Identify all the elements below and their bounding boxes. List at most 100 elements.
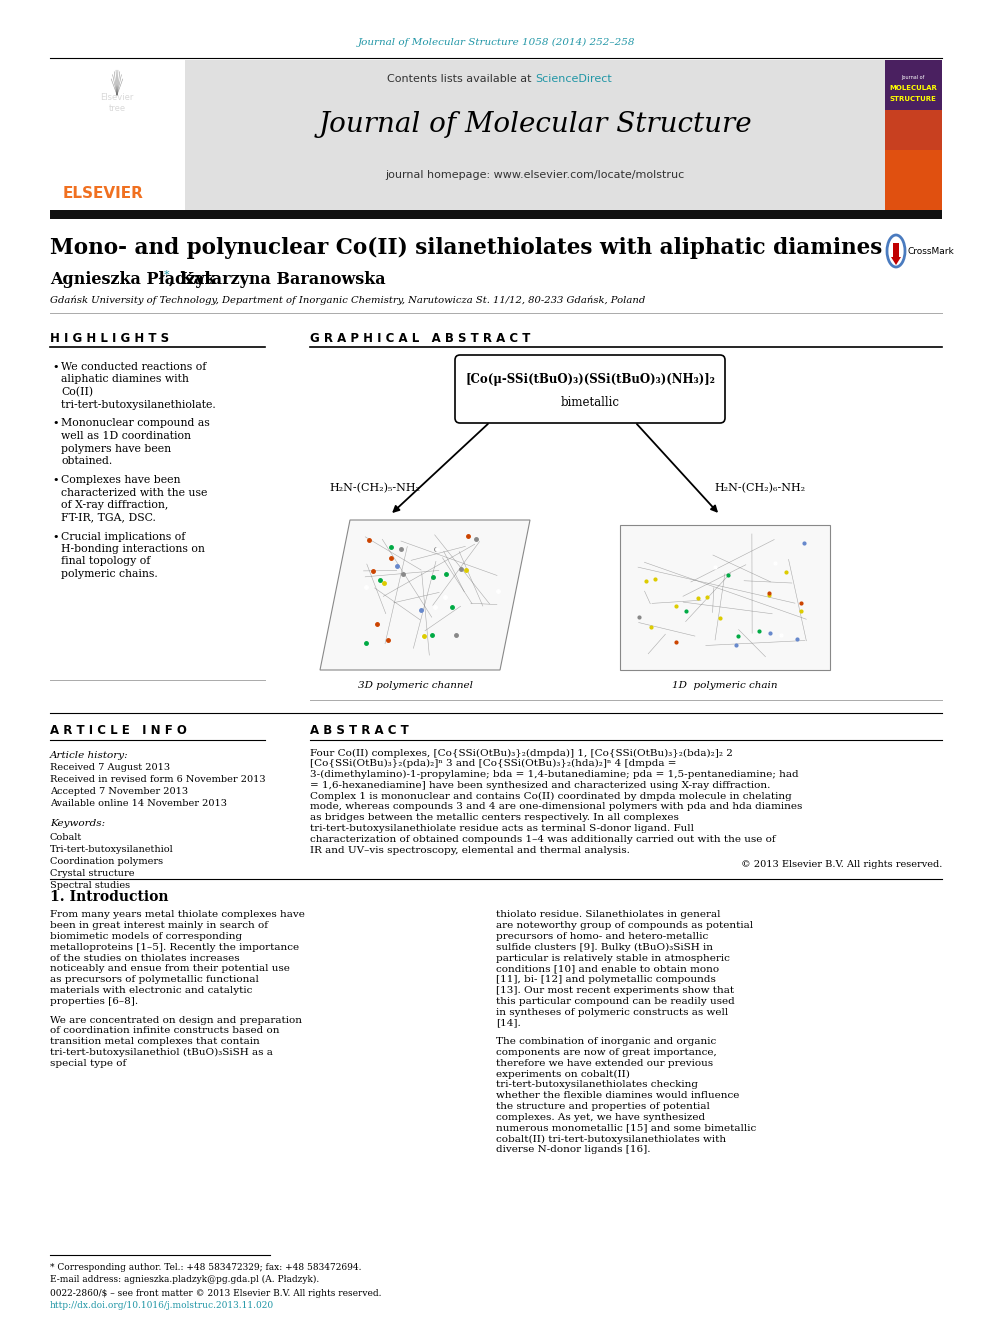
Text: biomimetic models of corresponding: biomimetic models of corresponding bbox=[50, 933, 242, 941]
Text: Journal of Molecular Structure: Journal of Molecular Structure bbox=[318, 111, 752, 139]
Bar bbox=[885, 60, 942, 110]
Polygon shape bbox=[620, 525, 830, 669]
Text: of coordination infinite constructs based on: of coordination infinite constructs base… bbox=[50, 1027, 280, 1036]
Text: whether the flexible diamines would influence: whether the flexible diamines would infl… bbox=[496, 1091, 739, 1101]
Text: E-mail address: agnieszka.pladzyk@pg.gda.pl (A. Pładzyk).: E-mail address: agnieszka.pladzyk@pg.gda… bbox=[50, 1274, 319, 1283]
Bar bbox=[185, 60, 885, 210]
Text: A B S T R A C T: A B S T R A C T bbox=[310, 724, 409, 737]
Text: From many years metal thiolate complexes have: From many years metal thiolate complexes… bbox=[50, 910, 305, 919]
Text: bimetallic: bimetallic bbox=[560, 396, 619, 409]
Text: Available online 14 November 2013: Available online 14 November 2013 bbox=[50, 799, 227, 808]
Text: Crucial implications of: Crucial implications of bbox=[61, 532, 186, 541]
Text: H I G H L I G H T S: H I G H L I G H T S bbox=[50, 332, 169, 344]
Text: as precursors of polymetallic functional: as precursors of polymetallic functional bbox=[50, 975, 259, 984]
Text: Tri-tert-butoxysilanethiol: Tri-tert-butoxysilanethiol bbox=[50, 844, 174, 853]
Text: diverse N-donor ligands [16].: diverse N-donor ligands [16]. bbox=[496, 1146, 651, 1154]
Text: final topology of: final topology of bbox=[61, 557, 151, 566]
Text: particular is relatively stable in atmospheric: particular is relatively stable in atmos… bbox=[496, 954, 730, 963]
Text: CrossMark: CrossMark bbox=[907, 246, 953, 255]
Text: , Katarzyna Baranowska: , Katarzyna Baranowska bbox=[169, 271, 386, 288]
Text: tri-tert-butoxysilanethiolate residue acts as terminal S-donor ligand. Full: tri-tert-butoxysilanethiolate residue ac… bbox=[310, 824, 694, 833]
Text: tri-tert-butoxysilanethiolates checking: tri-tert-butoxysilanethiolates checking bbox=[496, 1081, 698, 1090]
Text: •: • bbox=[52, 363, 59, 372]
Text: tri-tert-butoxysilanethiol (tBuO)₃SiSH as a: tri-tert-butoxysilanethiol (tBuO)₃SiSH a… bbox=[50, 1048, 273, 1057]
Text: H₂N-(CH₂)₆-NH₂: H₂N-(CH₂)₆-NH₂ bbox=[714, 483, 806, 493]
Text: Four Co(II) complexes, [Co{SSi(OtBu)₃}₂(dmpda)] 1, [Co{SSi(OtBu)₃}₂(bda)₂]₂ 2: Four Co(II) complexes, [Co{SSi(OtBu)₃}₂(… bbox=[310, 749, 733, 758]
Text: Gdańsk University of Technology, Department of Inorganic Chemistry, Narutowicza : Gdańsk University of Technology, Departm… bbox=[50, 295, 645, 304]
Text: of the studies on thiolates increases: of the studies on thiolates increases bbox=[50, 954, 240, 963]
FancyBboxPatch shape bbox=[455, 355, 725, 423]
Text: numerous monometallic [15] and some bimetallic: numerous monometallic [15] and some bime… bbox=[496, 1123, 756, 1132]
Text: MOLECULAR: MOLECULAR bbox=[889, 85, 936, 91]
Text: properties [6–8].: properties [6–8]. bbox=[50, 998, 138, 1005]
Text: Agnieszka Pładzyk: Agnieszka Pładzyk bbox=[50, 271, 215, 288]
Text: [Co{SSi(OtBu)₃}₂(pda)₂]ⁿ 3 and [Co{SSi(OtBu)₃}₂(hda)₂]ⁿ 4 [dmpda =: [Co{SSi(OtBu)₃}₂(pda)₂]ⁿ 3 and [Co{SSi(O… bbox=[310, 759, 677, 769]
Text: Coordination polymers: Coordination polymers bbox=[50, 856, 163, 865]
Text: 3D polymeric channel: 3D polymeric channel bbox=[357, 680, 472, 689]
Text: [13]. Our most recent experiments show that: [13]. Our most recent experiments show t… bbox=[496, 986, 734, 995]
Text: experiments on cobalt(II): experiments on cobalt(II) bbox=[496, 1069, 630, 1078]
Text: precursors of homo- and hetero-metallic: precursors of homo- and hetero-metallic bbox=[496, 933, 708, 941]
Text: 0022-2860/$ – see front matter © 2013 Elsevier B.V. All rights reserved.: 0022-2860/$ – see front matter © 2013 El… bbox=[50, 1289, 382, 1298]
Text: metalloproteins [1–5]. Recently the importance: metalloproteins [1–5]. Recently the impo… bbox=[50, 943, 300, 953]
Text: *: * bbox=[164, 270, 170, 280]
Bar bbox=[885, 110, 942, 210]
Text: noticeably and ensue from their potential use: noticeably and ensue from their potentia… bbox=[50, 964, 290, 974]
Text: Complex 1 is mononuclear and contains Co(II) coordinated by dmpda molecule in ch: Complex 1 is mononuclear and contains Co… bbox=[310, 791, 792, 800]
Text: therefore we have extended our previous: therefore we have extended our previous bbox=[496, 1058, 713, 1068]
Text: as bridges between the metallic centers respectively. In all complexes: as bridges between the metallic centers … bbox=[310, 814, 679, 823]
Text: polymeric chains.: polymeric chains. bbox=[61, 569, 158, 579]
Text: ScienceDirect: ScienceDirect bbox=[535, 74, 612, 83]
Text: FT-IR, TGA, DSC.: FT-IR, TGA, DSC. bbox=[61, 512, 156, 523]
Text: Cobalt: Cobalt bbox=[50, 832, 82, 841]
Text: [Co(μ-SSi(tBuO)₃)(SSi(tBuO)₃)(NH₃)]₂: [Co(μ-SSi(tBuO)₃)(SSi(tBuO)₃)(NH₃)]₂ bbox=[465, 373, 715, 386]
Text: tri-​tert-butoxysilanethiolate.: tri-​tert-butoxysilanethiolate. bbox=[61, 400, 215, 410]
FancyArrow shape bbox=[891, 243, 901, 265]
Text: the structure and properties of potential: the structure and properties of potentia… bbox=[496, 1102, 710, 1111]
Text: http://dx.doi.org/10.1016/j.molstruc.2013.11.020: http://dx.doi.org/10.1016/j.molstruc.201… bbox=[50, 1301, 274, 1310]
Bar bbox=[885, 149, 942, 210]
Text: We are concentrated on design and preparation: We are concentrated on design and prepar… bbox=[50, 1016, 302, 1025]
Text: thiolato residue. Silanethiolates in general: thiolato residue. Silanethiolates in gen… bbox=[496, 910, 720, 919]
Text: in syntheses of polymeric constructs as well: in syntheses of polymeric constructs as … bbox=[496, 1008, 728, 1016]
Text: H-bonding interactions on: H-bonding interactions on bbox=[61, 544, 205, 554]
Bar bbox=[885, 60, 942, 210]
Text: The combination of inorganic and organic: The combination of inorganic and organic bbox=[496, 1037, 716, 1046]
Text: aliphatic diamines with: aliphatic diamines with bbox=[61, 374, 188, 385]
Text: We conducted reactions of: We conducted reactions of bbox=[61, 363, 206, 372]
Text: Journal of Molecular Structure 1058 (2014) 252–258: Journal of Molecular Structure 1058 (201… bbox=[357, 37, 635, 46]
Text: materials with electronic and catalytic: materials with electronic and catalytic bbox=[50, 986, 252, 995]
Polygon shape bbox=[320, 520, 530, 669]
Text: © 2013 Elsevier B.V. All rights reserved.: © 2013 Elsevier B.V. All rights reserved… bbox=[741, 860, 942, 869]
Text: G R A P H I C A L   A B S T R A C T: G R A P H I C A L A B S T R A C T bbox=[310, 332, 531, 344]
Text: STRUCTURE: STRUCTURE bbox=[890, 97, 936, 102]
Text: polymers have been: polymers have been bbox=[61, 443, 172, 454]
Text: Received in revised form 6 November 2013: Received in revised form 6 November 2013 bbox=[50, 775, 266, 785]
Text: Contents lists available at: Contents lists available at bbox=[387, 74, 535, 83]
Text: special type of: special type of bbox=[50, 1058, 126, 1068]
Text: obtained.: obtained. bbox=[61, 456, 112, 466]
Text: Journal of: Journal of bbox=[902, 75, 925, 79]
Text: Article history:: Article history: bbox=[50, 750, 129, 759]
Text: conditions [10] and enable to obtain mono: conditions [10] and enable to obtain mon… bbox=[496, 964, 719, 974]
Text: Keywords:: Keywords: bbox=[50, 819, 105, 828]
Text: journal homepage: www.elsevier.com/locate/molstruc: journal homepage: www.elsevier.com/locat… bbox=[385, 169, 684, 180]
Text: are noteworthy group of compounds as potential: are noteworthy group of compounds as pot… bbox=[496, 921, 753, 930]
Text: Mono- and polynuclear Co(II) silanethiolates with aliphatic diamines: Mono- and polynuclear Co(II) silanethiol… bbox=[50, 237, 882, 259]
Text: well as 1D coordination: well as 1D coordination bbox=[61, 431, 191, 441]
Text: 1. Introduction: 1. Introduction bbox=[50, 890, 169, 904]
Text: Co(II): Co(II) bbox=[61, 388, 93, 397]
Text: of X-ray diffraction,: of X-ray diffraction, bbox=[61, 500, 169, 509]
Text: characterized with the use: characterized with the use bbox=[61, 487, 207, 497]
Text: complexes. As yet, we have synthesized: complexes. As yet, we have synthesized bbox=[496, 1113, 705, 1122]
Text: transition metal complexes that contain: transition metal complexes that contain bbox=[50, 1037, 260, 1046]
Text: [11], bi- [12] and polymetallic compounds: [11], bi- [12] and polymetallic compound… bbox=[496, 975, 716, 984]
Text: Crystal structure: Crystal structure bbox=[50, 868, 135, 877]
Text: characterization of obtained compounds 1–4 was additionally carried out with the: characterization of obtained compounds 1… bbox=[310, 835, 776, 844]
Text: this particular compound can be readily used: this particular compound can be readily … bbox=[496, 998, 735, 1005]
Text: * Corresponding author. Tel.: +48 583472329; fax: +48 583472694.: * Corresponding author. Tel.: +48 583472… bbox=[50, 1262, 361, 1271]
Text: [14].: [14]. bbox=[496, 1019, 521, 1028]
Text: 1D  polymeric chain: 1D polymeric chain bbox=[673, 680, 778, 689]
Text: Elsevier
tree: Elsevier tree bbox=[100, 94, 134, 112]
Text: H₂N-(CH₂)₅-NH₂: H₂N-(CH₂)₅-NH₂ bbox=[329, 483, 421, 493]
